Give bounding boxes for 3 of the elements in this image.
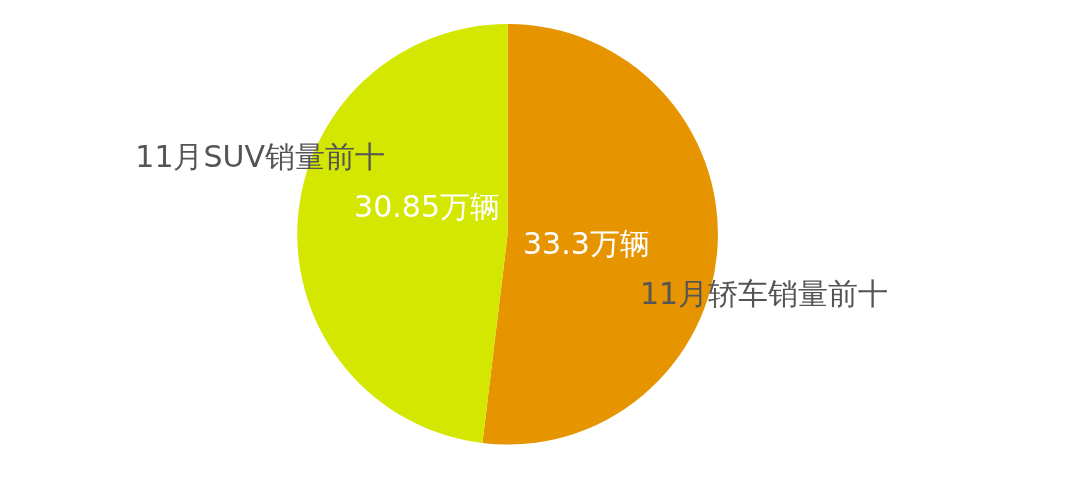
data-label: 30.85万辆: [354, 188, 500, 224]
slice-label: 11月轿车销量前十: [640, 275, 889, 311]
data-label: 33.3万辆: [523, 225, 650, 261]
